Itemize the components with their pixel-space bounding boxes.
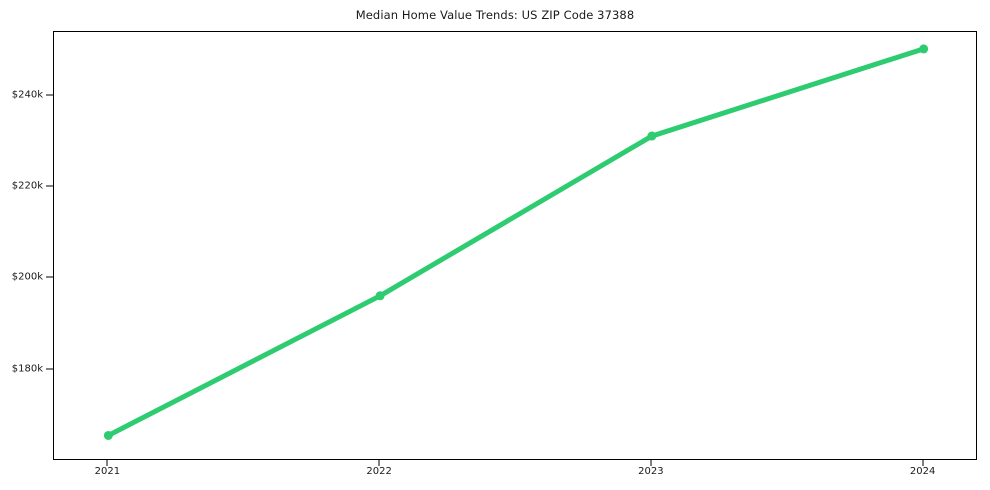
xtick-mark-2021 bbox=[106, 460, 108, 466]
xtick-mark-2024 bbox=[922, 460, 924, 466]
xtick-label-2021: 2021 bbox=[94, 466, 121, 477]
data-point-2023 bbox=[647, 131, 657, 141]
xtick-mark-2023 bbox=[650, 460, 652, 466]
xtick-mark-2022 bbox=[378, 460, 380, 466]
xtick-label-2022: 2022 bbox=[366, 466, 392, 477]
ytick-mark-200k bbox=[46, 276, 53, 278]
ytick-mark-220k bbox=[46, 185, 53, 187]
ytick-label-240k: $240k bbox=[11, 89, 43, 101]
chart-title: Median Home Value Trends: US ZIP Code 37… bbox=[355, 8, 635, 22]
line-chart-svg bbox=[103, 44, 929, 440]
ytick-mark-180k bbox=[46, 368, 53, 370]
series-line-median-home-value bbox=[105, 46, 927, 438]
ytick-label-200k: $200k bbox=[11, 271, 43, 283]
ytick-mark-240k bbox=[46, 94, 53, 96]
series-markers bbox=[103, 44, 929, 440]
xtick-label-2024: 2024 bbox=[909, 466, 936, 477]
data-point-2021 bbox=[103, 430, 113, 440]
plot-area bbox=[53, 31, 977, 460]
xtick-label-2023: 2023 bbox=[638, 466, 664, 477]
ytick-label-220k: $220k bbox=[11, 180, 43, 192]
ytick-label-180k: $180k bbox=[11, 363, 43, 375]
data-point-2024 bbox=[919, 44, 929, 54]
data-point-2022 bbox=[375, 291, 385, 301]
